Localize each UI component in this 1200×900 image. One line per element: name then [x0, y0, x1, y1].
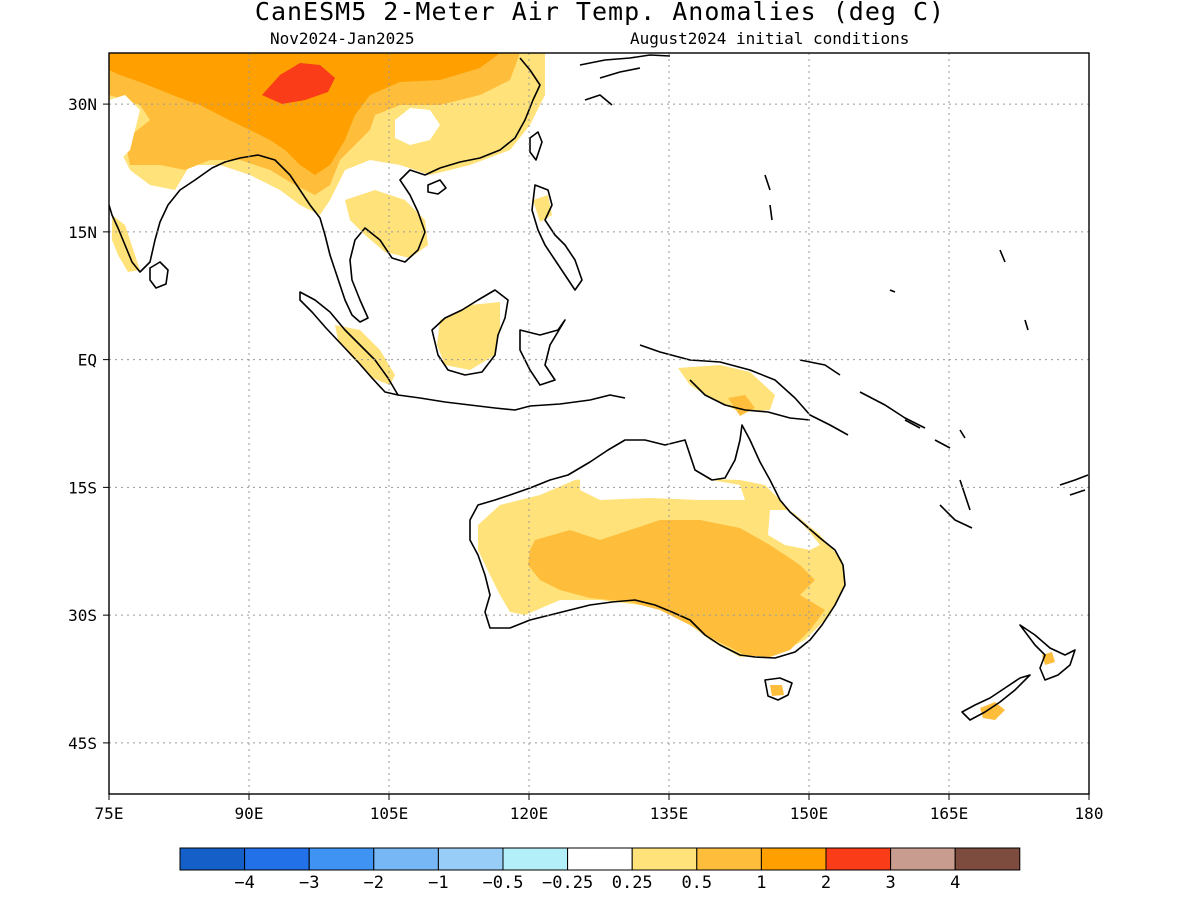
colorbar-label: −0.25 — [542, 873, 593, 893]
colorbar-label: −2 — [364, 873, 384, 893]
shade-tasmania — [770, 685, 784, 696]
x-tick-label: 120E — [510, 804, 549, 823]
x-tick-label: 150E — [790, 804, 829, 823]
colorbar-swatch — [567, 847, 633, 871]
shade-white-arabia — [109, 95, 140, 165]
coastlines — [109, 54, 1089, 721]
colorbar-label: 2 — [821, 873, 831, 893]
coast-sulawesi — [519, 319, 566, 386]
colorbar-label: −4 — [234, 873, 254, 893]
coast-taiwan — [529, 131, 543, 161]
coast-nz-north — [1019, 624, 1076, 681]
coast-australia — [469, 424, 846, 659]
colorbar-swatch — [373, 847, 439, 871]
coast-fiji — [1059, 474, 1089, 496]
colorbar-swatch — [890, 847, 956, 871]
shade-indochina — [345, 190, 428, 258]
colorbar: −4 −3 −2 −1 −0.5 −0.25 0.25 0.5 1 2 3 4 — [179, 847, 1021, 893]
coast-japan — [579, 54, 671, 106]
colorbar-label: 3 — [885, 873, 895, 893]
coast-bismarck — [799, 359, 926, 429]
coast-malay-peninsula — [334, 167, 441, 323]
map-title: CanESM5 2-Meter Air Temp. Anomalies (deg… — [254, 0, 946, 26]
colorbar-label: 0.25 — [612, 873, 653, 893]
y-tick-label: 30N — [68, 95, 97, 114]
shade-australia-orange — [528, 520, 825, 657]
coast-tasmania — [764, 677, 793, 701]
initial-conditions: August2024 initial conditions — [630, 29, 910, 48]
coast-lesser-sunda — [529, 394, 626, 407]
colorbar-swatch — [437, 847, 504, 871]
coast-nz-south — [961, 674, 1031, 721]
coast-india — [109, 157, 241, 273]
colorbar-label: −3 — [299, 873, 319, 893]
coast-borneo — [431, 289, 509, 376]
coast-sumatra — [299, 291, 399, 396]
x-tick-label: 90E — [235, 804, 264, 823]
coast-vanuatu — [939, 479, 973, 529]
shade-aus-white-south — [525, 600, 660, 630]
coast-pacific-dots — [764, 174, 1029, 439]
forecast-period: Nov2024-Jan2025 — [270, 29, 415, 48]
x-tick-label: 75E — [95, 804, 124, 823]
coast-china — [439, 57, 541, 169]
shade-australia-white — [768, 510, 820, 550]
y-tick-label: 15S — [68, 478, 97, 497]
axis-ticks: 75E 90E 105E 120E 135E 150E 165E 180 30N 15N EQ 15S… — [68, 95, 1103, 823]
shade-tibet-red — [262, 63, 335, 104]
shade-nz — [980, 702, 1005, 720]
colorbar-swatch — [179, 847, 246, 871]
x-tick-label: 105E — [370, 804, 409, 823]
colorbar-label: 1 — [756, 873, 766, 893]
y-tick-label: EQ — [78, 351, 97, 370]
anomaly-shading — [109, 53, 1055, 720]
colorbar-swatch — [760, 847, 827, 871]
shade-sumatra — [335, 325, 395, 385]
shade-borneo — [437, 302, 500, 370]
coast-solomon — [904, 419, 951, 449]
colorbar-swatch — [502, 847, 569, 871]
shade-white-china — [395, 108, 440, 145]
coast-myanmar — [239, 154, 336, 271]
plot-frame — [108, 52, 1090, 795]
coast-philippines — [531, 184, 583, 291]
y-tick-label: 45S — [68, 734, 97, 753]
shade-aus-white-north — [580, 470, 745, 500]
colorbar-swatch — [954, 847, 1021, 871]
shade-newguinea — [678, 365, 775, 412]
x-tick-label: 180 — [1075, 804, 1104, 823]
coast-hainan — [427, 179, 447, 195]
graticule — [109, 53, 1089, 794]
shade-philippines — [533, 195, 552, 222]
colorbar-swatch — [825, 847, 892, 871]
y-tick-label: 30S — [68, 606, 97, 625]
colorbar-label: −1 — [428, 873, 448, 893]
colorbar-label: 0.5 — [681, 873, 712, 893]
colorbar-swatch — [696, 847, 762, 871]
colorbar-label: 4 — [950, 873, 960, 893]
colorbar-swatch — [631, 847, 698, 871]
colorbar-swatch — [308, 847, 375, 871]
colorbar-label: −0.5 — [483, 873, 524, 893]
x-tick-label: 135E — [650, 804, 689, 823]
shade-asia-dark — [109, 53, 500, 175]
coast-new-guinea — [639, 344, 849, 436]
colorbar-swatch — [244, 847, 310, 871]
coast-java — [397, 394, 531, 411]
coast-srilanka — [149, 261, 169, 289]
y-tick-label: 15N — [68, 223, 97, 242]
x-tick-label: 165E — [930, 804, 969, 823]
